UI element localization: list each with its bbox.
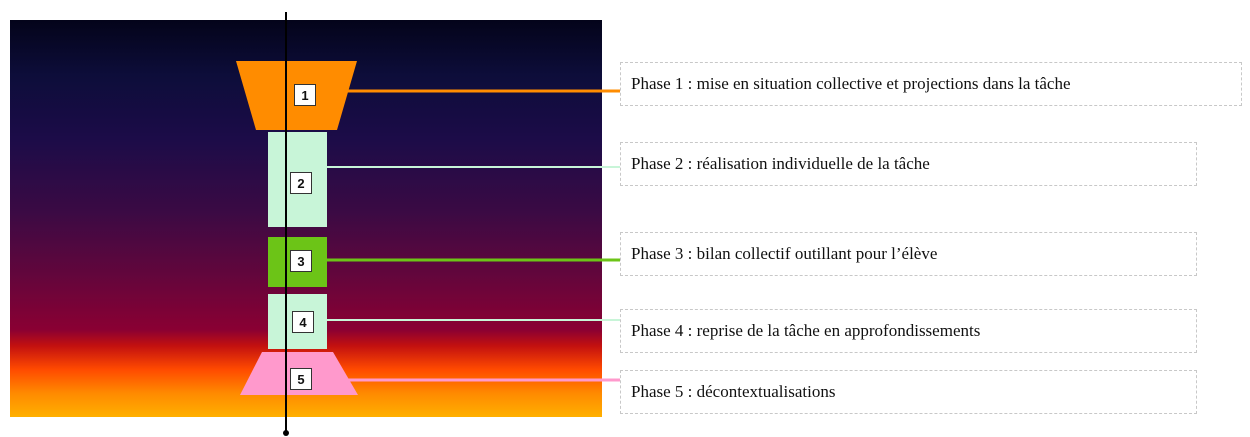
phase-5-number-box: 5: [290, 368, 312, 390]
phase-5-label-box: Phase 5 : décontextualisations: [620, 370, 1197, 414]
phase-3-number: 3: [297, 253, 305, 269]
phase-4-label-box: Phase 4 : reprise de la tâche en approfo…: [620, 309, 1197, 353]
phase-4-label: Phase 4 : reprise de la tâche en approfo…: [631, 321, 981, 340]
phase-4-number: 4: [299, 314, 307, 330]
phase-1-label: Phase 1 : mise en situation collective e…: [631, 74, 1071, 93]
phase-2-number-box: 2: [290, 172, 312, 194]
phase-1-label-box: Phase 1 : mise en situation collective e…: [620, 62, 1242, 106]
phase-5-number: 5: [297, 371, 305, 387]
phase-3-number-box: 3: [290, 250, 312, 272]
phase-5-label: Phase 5 : décontextualisations: [631, 382, 836, 401]
phase-2-number: 2: [297, 175, 305, 191]
phase-3-label: Phase 3 : bilan collectif outillant pour…: [631, 244, 938, 263]
phase-1-number: 1: [301, 87, 309, 103]
phase-1-number-box: 1: [294, 84, 316, 106]
axis-end-dot: [283, 430, 289, 436]
phase-2-label: Phase 2 : réalisation individuelle de la…: [631, 154, 930, 173]
phase-4-number-box: 4: [292, 311, 314, 333]
phase-3-label-box: Phase 3 : bilan collectif outillant pour…: [620, 232, 1197, 276]
phase-2-label-box: Phase 2 : réalisation individuelle de la…: [620, 142, 1197, 186]
